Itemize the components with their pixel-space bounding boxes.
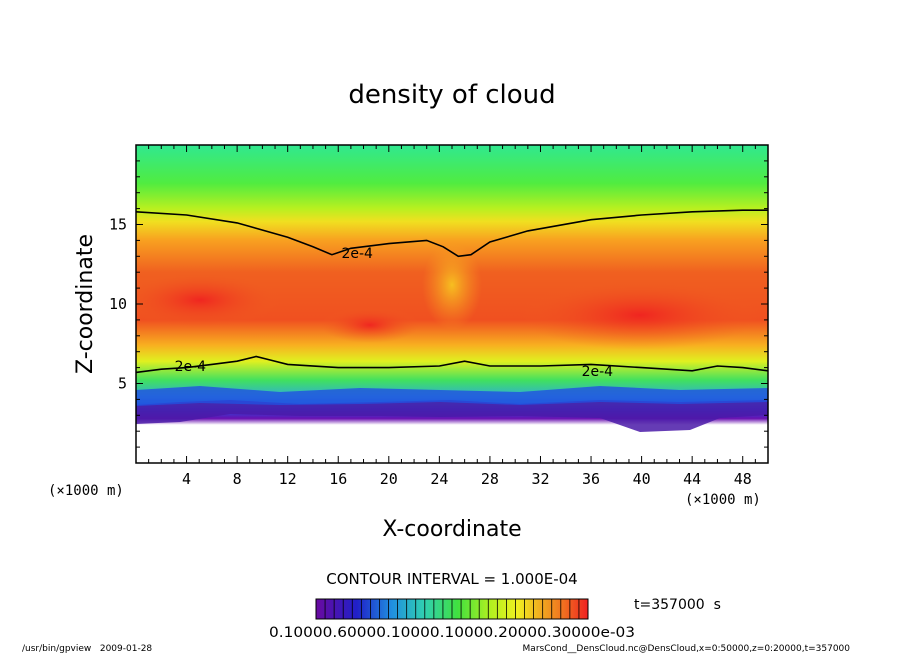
x-tick-label: 40 <box>633 470 651 488</box>
contour-label: 2e-4 <box>582 364 614 380</box>
x-tick-label: 48 <box>734 470 752 488</box>
x-tick-label: 4 <box>182 470 191 488</box>
contour-line-lower <box>136 355 768 374</box>
x-tick-label: 44 <box>683 470 701 488</box>
footer-right: MarsCond__DensCloud.nc@DensCloud,x=0:500… <box>523 644 851 654</box>
time-label: t=357000 s <box>634 597 721 613</box>
x-tick-label: 24 <box>430 470 448 488</box>
x-unit-right: (×1000 m) <box>685 492 761 508</box>
colorbar-labels: 0.10000.60000.10000.10000.20000.30000e-0… <box>269 625 635 641</box>
x-tick-label: 8 <box>233 470 242 488</box>
footer-left: /usr/bin/gpview 2009-01-28 <box>22 644 152 654</box>
x-axis: 4 8 12 16 20 24 28 32 36 40 44 48 <box>148 145 756 488</box>
x-tick-label: 32 <box>531 470 549 488</box>
colorbar-ticks <box>324 599 580 619</box>
y-tick-label: 10 <box>109 295 127 313</box>
cloud-base-band <box>136 400 768 432</box>
x-tick-label: 20 <box>380 470 398 488</box>
contour-line-upper <box>136 209 768 258</box>
x-tick-label: 36 <box>582 470 600 488</box>
contour-layer <box>136 209 768 374</box>
red-core-left <box>136 272 280 328</box>
x-tick-label: 12 <box>279 470 297 488</box>
red-core-right <box>520 280 760 350</box>
y-axis-label: Z-coordinate <box>73 234 98 374</box>
contour-label: 2e-4 <box>341 246 373 262</box>
contour-label-layer: 2e-4 2e-4 2e-4 <box>175 246 614 380</box>
x-tick-label: 28 <box>481 470 499 488</box>
y-tick-label: 15 <box>109 216 127 234</box>
contour-label: 2e-4 <box>175 359 207 375</box>
y-axis: 5 10 15 <box>109 160 768 448</box>
contour-interval: CONTOUR INTERVAL = 1.000E-04 <box>326 570 577 588</box>
y-tick-label: 5 <box>118 375 127 393</box>
red-core-mid <box>320 307 420 343</box>
cloud-base-blue <box>136 386 768 406</box>
chart-title: density of cloud <box>348 80 555 110</box>
x-tick-label: 16 <box>329 470 347 488</box>
plot-area <box>136 145 768 463</box>
x-unit-left: (×1000 m) <box>48 483 124 499</box>
x-axis-label: X-coordinate <box>382 517 521 542</box>
yellow-dip <box>422 240 482 330</box>
